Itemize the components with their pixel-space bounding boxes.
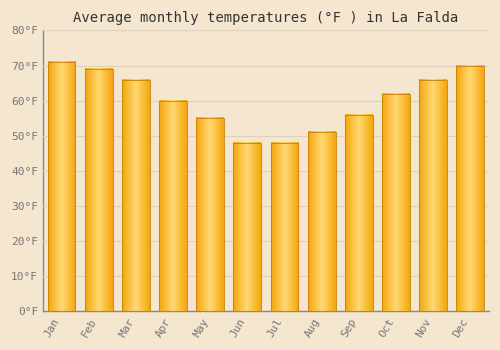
- Bar: [122, 80, 150, 312]
- Bar: [456, 65, 484, 312]
- Bar: [419, 80, 447, 312]
- Bar: [234, 143, 262, 312]
- Bar: [196, 118, 224, 312]
- Bar: [159, 101, 187, 312]
- Bar: [48, 62, 76, 312]
- Bar: [85, 69, 112, 312]
- Bar: [270, 143, 298, 312]
- Title: Average monthly temperatures (°F ) in La Falda: Average monthly temperatures (°F ) in La…: [74, 11, 458, 25]
- Bar: [382, 94, 410, 312]
- Bar: [308, 132, 336, 312]
- Bar: [345, 115, 373, 312]
